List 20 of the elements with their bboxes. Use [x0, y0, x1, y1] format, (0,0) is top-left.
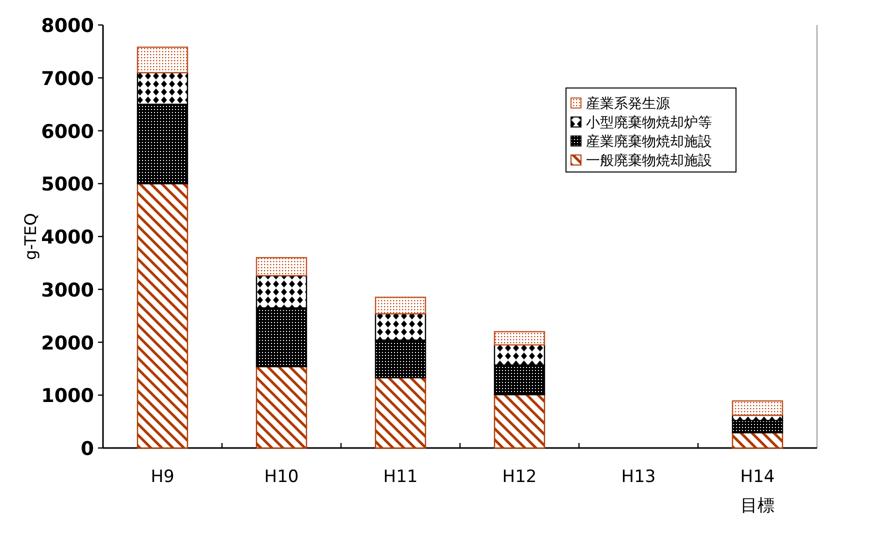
ytick: 5000 — [41, 174, 94, 196]
x-tick-label: H9 — [150, 467, 174, 487]
legend-label: 産業廃棄物焼却施設 — [586, 134, 712, 150]
y-axis-title: g-TEQ — [21, 213, 40, 260]
ytick: 1000 — [41, 385, 94, 408]
ytick: 3000 — [41, 279, 94, 302]
ytick: 0 — [80, 438, 94, 460]
ytick: 8000 — [41, 15, 94, 37]
x-tick-label: H10 — [264, 467, 299, 487]
x-tick-label: H11 — [383, 467, 418, 487]
legend-label: 一般廃棄物焼却施設 — [586, 153, 712, 169]
x-tick-label: H14 目標 — [740, 467, 775, 516]
x-tick-label: H13 — [621, 467, 656, 487]
ytick: 2000 — [41, 332, 94, 354]
x-tick-label: H12 — [502, 467, 537, 487]
ytick: 4000 — [41, 226, 94, 248]
ytick: 6000 — [41, 120, 94, 143]
legend-label: 小型廃棄物焼却炉等 — [586, 115, 712, 131]
ytick: 7000 — [41, 68, 94, 90]
legend-label: 産業系発生源 — [586, 96, 670, 112]
